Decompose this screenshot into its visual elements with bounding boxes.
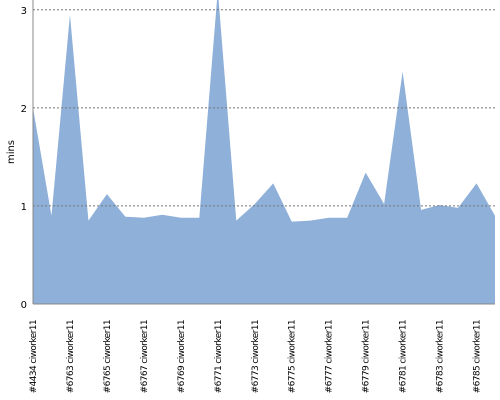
x-tick-label: #6785 ciworker11 <box>473 320 483 393</box>
x-tick-label: #6781 ciworker11 <box>399 320 409 393</box>
x-tick-label: #6775 ciworker11 <box>288 320 298 393</box>
x-tick-label: #6767 ciworker11 <box>140 320 150 393</box>
x-tick-label: #6783 ciworker11 <box>436 320 446 393</box>
x-tick-label: #6777 ciworker11 <box>325 320 335 393</box>
x-tick-label: #6771 ciworker11 <box>214 320 224 393</box>
y-tick-label: 2 <box>21 104 27 115</box>
x-tick-label: #6779 ciworker11 <box>362 320 372 393</box>
y-tick-label: 1 <box>21 202 27 213</box>
x-tick-label: #4434 ciworker11 <box>29 320 39 393</box>
x-tick-label: #6773 ciworker11 <box>251 320 261 393</box>
y-tick-label: 0 <box>21 300 27 311</box>
x-tick-label: #6765 ciworker11 <box>103 320 113 393</box>
x-tick-label: #6763 ciworker11 <box>66 320 76 393</box>
y-tick-label: 3 <box>21 6 27 17</box>
x-tick-label: #6769 ciworker11 <box>177 320 187 393</box>
y-axis-label: mins <box>6 140 17 164</box>
area <box>33 0 495 304</box>
